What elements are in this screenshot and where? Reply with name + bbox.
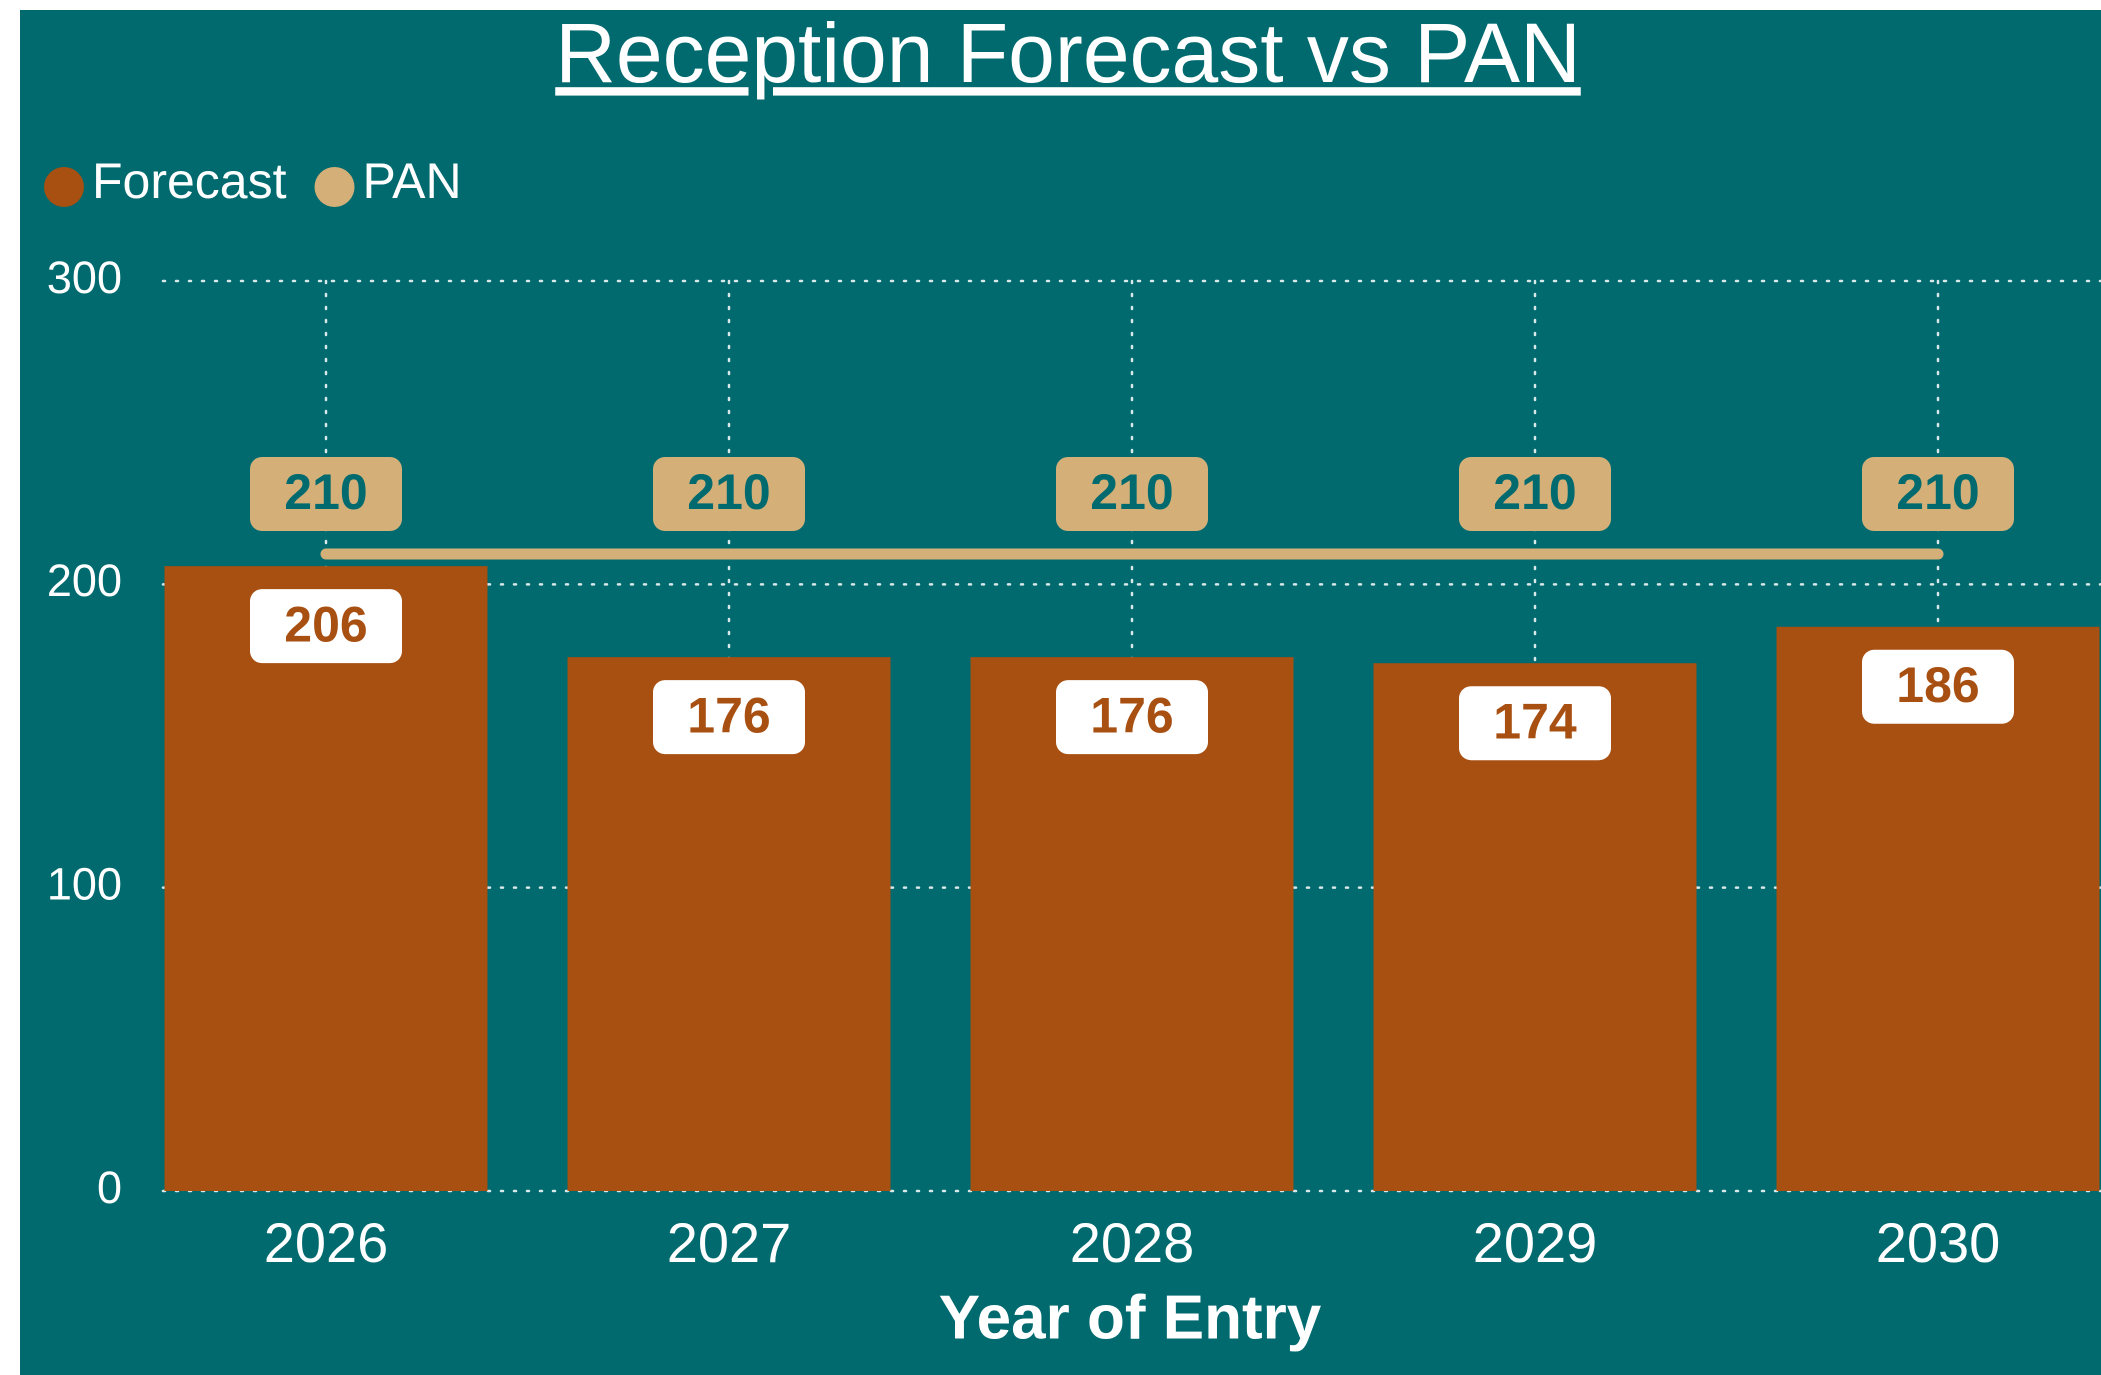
data-label-box [250, 457, 402, 531]
y-tick-label: 200 [47, 555, 122, 606]
y-tick-label: 100 [47, 859, 122, 910]
y-tick-label: 0 [97, 1162, 122, 1213]
data-label-box [250, 589, 402, 664]
data-label-box [1056, 680, 1208, 755]
x-axis-title: Year of Entry [939, 1283, 1322, 1352]
x-tick-label: 2030 [1876, 1211, 2001, 1274]
data-label: 210 [284, 464, 367, 520]
data-label: 210 [1493, 464, 1576, 520]
y-tick-label: 300 [47, 252, 122, 303]
legend-swatch [314, 167, 355, 207]
legend-label: Forecast [92, 153, 287, 209]
data-label-box [1862, 457, 2014, 531]
legend-label: PAN [363, 153, 462, 209]
data-label: 206 [284, 596, 367, 652]
data-label: 210 [1090, 464, 1173, 520]
data-label-box [1459, 457, 1611, 531]
data-label-box [1056, 457, 1208, 531]
chart-title: Reception Forecast vs PAN [555, 6, 1581, 100]
x-tick-label: 2029 [1473, 1211, 1598, 1274]
data-label: 176 [687, 687, 770, 743]
x-tick-label: 2026 [264, 1211, 389, 1274]
data-label: 174 [1493, 693, 1577, 749]
data-label-box [1459, 686, 1611, 761]
bar [164, 566, 488, 1191]
data-label-box [653, 457, 805, 531]
data-label: 176 [1090, 687, 1173, 743]
data-label-box [653, 680, 805, 755]
data-label: 210 [1896, 464, 1979, 520]
legend-swatch [44, 167, 84, 207]
x-tick-label: 2028 [1070, 1211, 1195, 1274]
data-label: 186 [1896, 657, 1979, 713]
data-label: 210 [687, 464, 770, 520]
data-label-box [1862, 649, 2014, 724]
x-tick-label: 2027 [667, 1211, 792, 1274]
